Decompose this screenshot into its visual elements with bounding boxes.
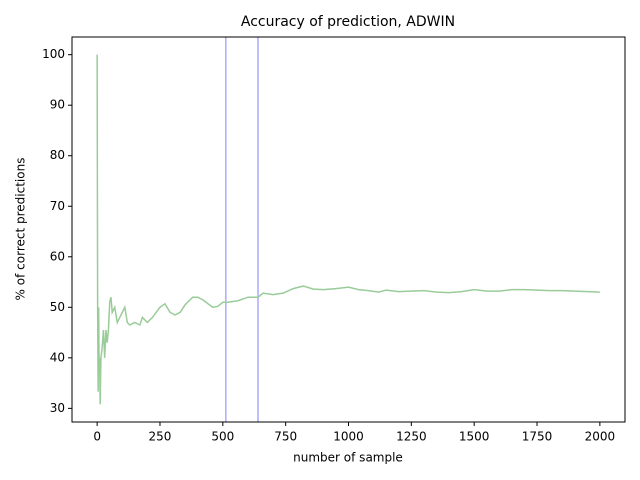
chart-title: Accuracy of prediction, ADWIN <box>241 14 455 30</box>
y-tick-label: 70 <box>50 199 65 213</box>
y-tick-label: 90 <box>50 98 65 112</box>
x-tick-label: 0 <box>93 430 101 444</box>
y-axis-label: % of correct predictions <box>14 158 28 301</box>
x-axis-label: number of sample <box>293 451 403 465</box>
x-tick-label: 1250 <box>396 430 427 444</box>
y-tick-label: 60 <box>50 249 65 263</box>
x-tick-label: 1000 <box>333 430 364 444</box>
x-tick-label: 1750 <box>522 430 553 444</box>
x-tick-label: 250 <box>149 430 172 444</box>
x-tick-label: 2000 <box>585 430 616 444</box>
y-tick-label: 100 <box>42 47 65 61</box>
x-tick-label: 750 <box>274 430 297 444</box>
y-tick-label: 80 <box>50 148 65 162</box>
accuracy-line <box>96 54 600 405</box>
y-tick-label: 40 <box>50 350 65 364</box>
y-tick-label: 30 <box>50 401 65 415</box>
plot-frame <box>71 36 626 423</box>
x-tick-label: 500 <box>211 430 234 444</box>
y-tick-label: 50 <box>50 300 65 314</box>
x-tick-label: 1500 <box>459 430 490 444</box>
